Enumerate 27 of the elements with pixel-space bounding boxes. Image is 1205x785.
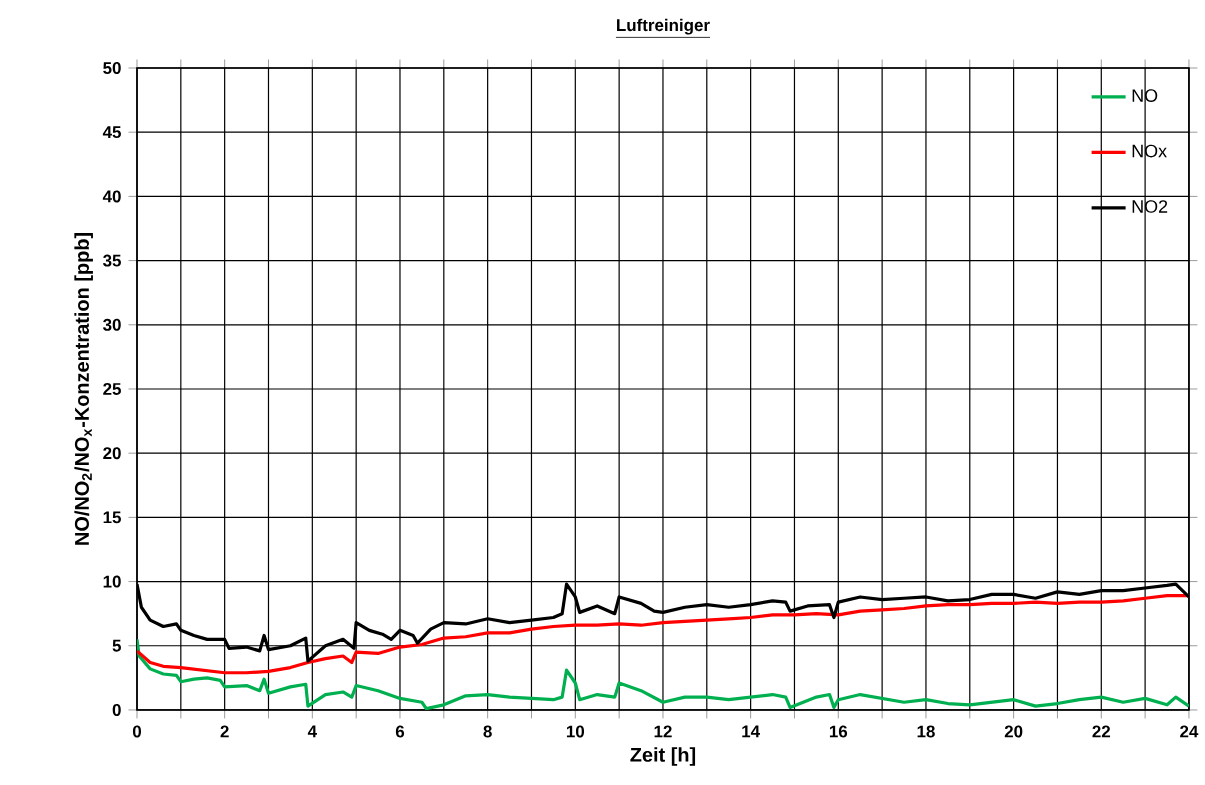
x-tick-label: 0 [132, 725, 142, 738]
y-tick-label: 15 [103, 511, 121, 524]
x-tick-label: 2 [220, 725, 229, 738]
x-tick-label: 12 [654, 725, 672, 738]
x-tick-label: 14 [742, 725, 760, 738]
x-tick-label: 8 [483, 725, 492, 738]
y-tick-label: 10 [103, 575, 121, 588]
x-tick-label: 20 [1004, 725, 1023, 738]
x-tick-label: 22 [1092, 725, 1111, 738]
y-tick-label: 45 [102, 126, 121, 139]
y-tick-label: 20 [103, 447, 121, 460]
y-tick-label: 5 [112, 639, 121, 652]
y-axis-title: NO/NO$_{2}$/NO$_{x}$-Konzentration [ppb] [74, 233, 93, 545]
chart-title: Luftreiniger [617, 18, 710, 35]
x-tick-label: 18 [917, 725, 935, 738]
y-tick-label: 25 [103, 383, 121, 395]
x-tick-label: 6 [395, 725, 405, 738]
x-tick-label: 4 [307, 725, 317, 738]
y-tick-label: 50 [103, 62, 121, 74]
y-tick-label: 30 [102, 318, 121, 331]
x-axis-title: Zeit [h] [630, 747, 696, 766]
x-tick-label: 10 [566, 725, 585, 738]
x-tick-label: 24 [1180, 725, 1199, 738]
y-tick-label: 0 [112, 703, 121, 716]
y-tick-label: 35 [102, 254, 121, 267]
y-tick-label: 40 [102, 190, 121, 203]
x-tick-label: 16 [829, 725, 848, 738]
